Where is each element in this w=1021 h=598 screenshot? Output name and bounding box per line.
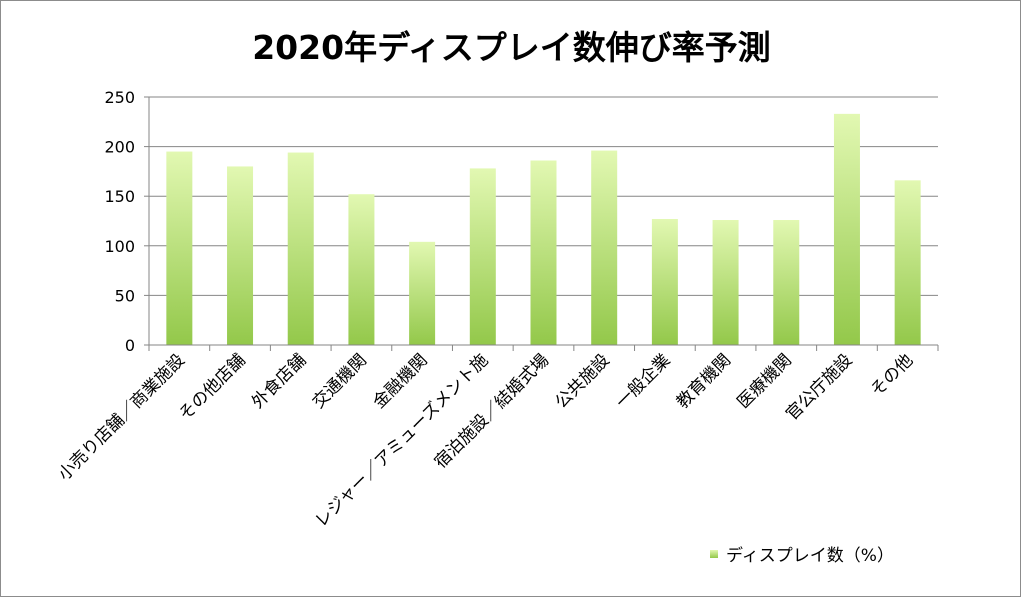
bar	[833, 113, 860, 345]
y-tick-label: 0	[125, 336, 135, 355]
bar	[894, 180, 921, 345]
x-category-label: 官公庁施設	[782, 350, 856, 424]
y-tick-label: 50	[115, 286, 135, 305]
bar	[287, 152, 314, 345]
x-category-label: その他店舗	[175, 350, 249, 424]
x-category-label: 公共施設	[552, 350, 614, 412]
legend-swatch	[710, 549, 718, 558]
bar	[348, 194, 375, 345]
bar	[166, 151, 193, 345]
x-category-label: 交通機関	[309, 350, 371, 412]
x-category-label: 金融機関	[369, 350, 431, 412]
y-tick-label: 250	[104, 88, 135, 107]
bar	[409, 241, 436, 345]
y-tick-label: 150	[104, 187, 135, 206]
bar	[469, 168, 496, 345]
bar	[591, 150, 618, 345]
x-category-label: 外食店舗	[248, 350, 310, 412]
x-category-label: 宿泊施設／結婚式場	[431, 350, 553, 472]
bar	[773, 220, 800, 345]
x-category-label: 小売り店舗／商業施設	[55, 350, 189, 484]
bar	[227, 166, 254, 345]
bar	[530, 160, 557, 345]
bar	[712, 220, 739, 345]
y-tick-label: 200	[104, 138, 135, 157]
x-category-label: その他	[867, 350, 917, 400]
legend-label: ディスプレイ数（%）	[726, 546, 894, 566]
x-category-label: 医療機関	[734, 350, 796, 412]
bar	[651, 219, 678, 345]
legend: ディスプレイ数（%）	[710, 541, 894, 566]
x-category-label: 教育機関	[673, 350, 735, 412]
x-category-label: 一般企業	[612, 350, 674, 412]
chart-title: 2020年ディスプレイ数伸び率予測	[252, 28, 771, 67]
y-tick-label: 100	[104, 237, 135, 256]
